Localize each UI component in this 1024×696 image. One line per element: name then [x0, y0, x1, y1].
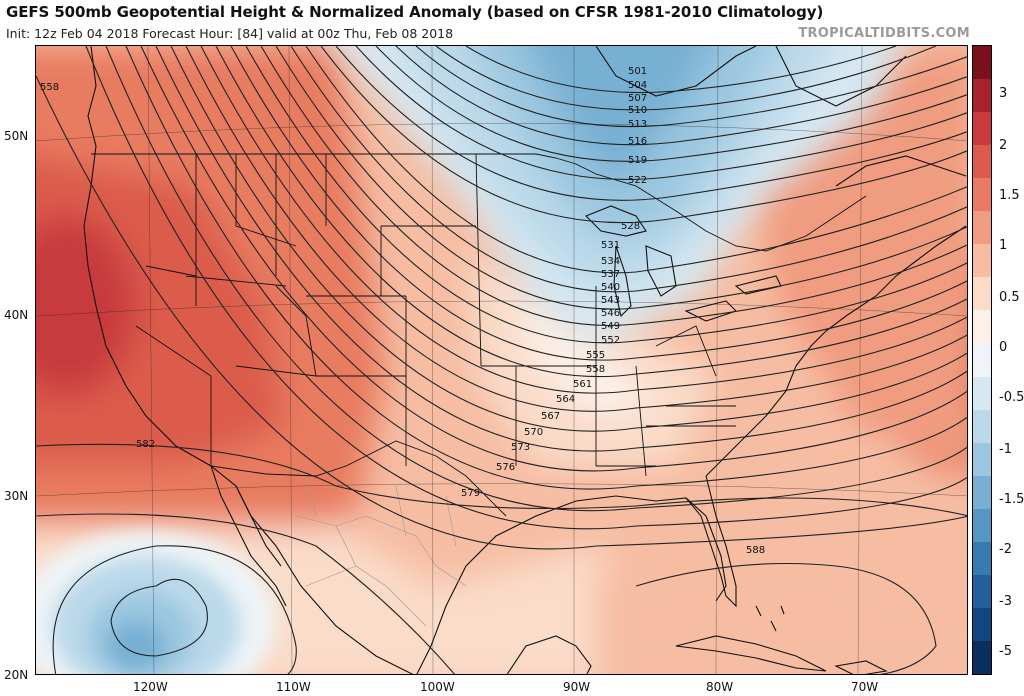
colorbar-segment	[973, 508, 991, 543]
contour-label: 537	[601, 269, 620, 280]
contour-label: 576	[496, 462, 515, 473]
contour-label: 552	[601, 335, 620, 346]
contour-label: 534	[601, 256, 620, 267]
map-subtitle: Init: 12z Feb 04 2018 Forecast Hour: [84…	[6, 26, 454, 41]
contour-label: 507	[628, 93, 647, 104]
contour-label: 546	[601, 308, 620, 319]
contour-label: 573	[511, 442, 530, 453]
colorbar-segment	[973, 541, 991, 576]
colorbar-segment	[973, 211, 991, 245]
lon-label: 120W	[133, 680, 168, 694]
colorbar-tick-label: -5	[999, 644, 1012, 659]
colorbar-segment	[973, 178, 991, 212]
lat-label: 50N	[4, 129, 29, 143]
anomaly-shading	[36, 46, 967, 674]
map-canvas: 558 501 504 507 510 513 516 519 522 528 …	[36, 46, 967, 674]
colorbar-segment	[973, 79, 991, 113]
colorbar-segment	[973, 409, 991, 444]
colorbar-segment	[973, 112, 991, 146]
colorbar-segment	[973, 442, 991, 477]
borders	[91, 153, 867, 517]
colorbar-tick-label: 1.5	[999, 188, 1020, 203]
contour-label: 588	[746, 545, 765, 556]
contour-label: 567	[541, 411, 560, 422]
lat-label: 20N	[4, 668, 29, 682]
lon-label: 100W	[420, 680, 455, 694]
contour-label: 558	[40, 82, 59, 93]
colorbar-segment	[973, 343, 991, 378]
colorbar-segment	[973, 574, 991, 609]
contour-label: 522	[628, 175, 647, 186]
contour-label: 582	[136, 439, 155, 450]
colorbar-segment	[973, 145, 991, 179]
colorbar-segment	[973, 277, 991, 311]
colorbar-tick-label: -2	[999, 542, 1012, 557]
height-contours	[36, 46, 967, 674]
lon-label: 80W	[706, 680, 734, 694]
contour-label: 510	[628, 105, 647, 116]
colorbar-tick-label: -3	[999, 594, 1012, 609]
colorbar-tick-label: 3	[999, 86, 1008, 101]
colorbar-tick-label: -0.5	[999, 390, 1024, 405]
contour-label: 501	[628, 66, 647, 77]
contour-label: 549	[601, 321, 620, 332]
contour-label: 540	[601, 282, 620, 293]
contour-label: 528	[621, 221, 640, 232]
lon-label: 70W	[851, 680, 879, 694]
colorbar-segment	[973, 46, 991, 80]
contour-label: 513	[628, 119, 647, 130]
contour-label: 519	[628, 155, 647, 166]
colorbar-tick-label: -1.5	[999, 492, 1024, 507]
colorbar-segment	[973, 475, 991, 510]
colorbar-segment	[973, 640, 991, 675]
contour-label: 531	[601, 240, 620, 251]
anomaly-colorbar	[972, 45, 992, 675]
contour-label: 558	[586, 364, 605, 375]
colorbar-tick-label: 0	[999, 340, 1008, 355]
lon-label: 110W	[276, 680, 311, 694]
contour-label: 516	[628, 136, 647, 147]
colorbar-tick-label: -1	[999, 442, 1012, 457]
colorbar-segment	[973, 607, 991, 642]
contour-label: 555	[586, 350, 605, 361]
colorbar-tick-label: 1	[999, 238, 1008, 253]
lon-label: 90W	[563, 680, 591, 694]
colorbar-segment	[973, 310, 991, 344]
site-brand: TROPICALTIDBITS.COM	[798, 26, 970, 41]
mexico-states	[295, 475, 467, 627]
lat-label: 30N	[4, 489, 29, 503]
map-title: GEFS 500mb Geopotential Height & Normali…	[6, 3, 824, 21]
colorbar-tick-label: 2	[999, 138, 1008, 153]
colorbar-segment	[973, 244, 991, 278]
anomaly-map: 558 501 504 507 510 513 516 519 522 528 …	[35, 45, 968, 675]
contour-label: 579	[461, 488, 480, 499]
contour-label: 543	[601, 295, 620, 306]
contour-label: 561	[573, 379, 592, 390]
colorbar-segment	[973, 376, 991, 411]
contour-label: 570	[524, 427, 543, 438]
lat-label: 40N	[4, 308, 29, 322]
contour-label: 504	[628, 80, 647, 91]
contour-label-group: 558 501 504 507 510 513 516 519 522 528 …	[40, 66, 765, 556]
colorbar-tick-label: 0.5	[999, 290, 1020, 305]
contour-label: 564	[556, 394, 575, 405]
